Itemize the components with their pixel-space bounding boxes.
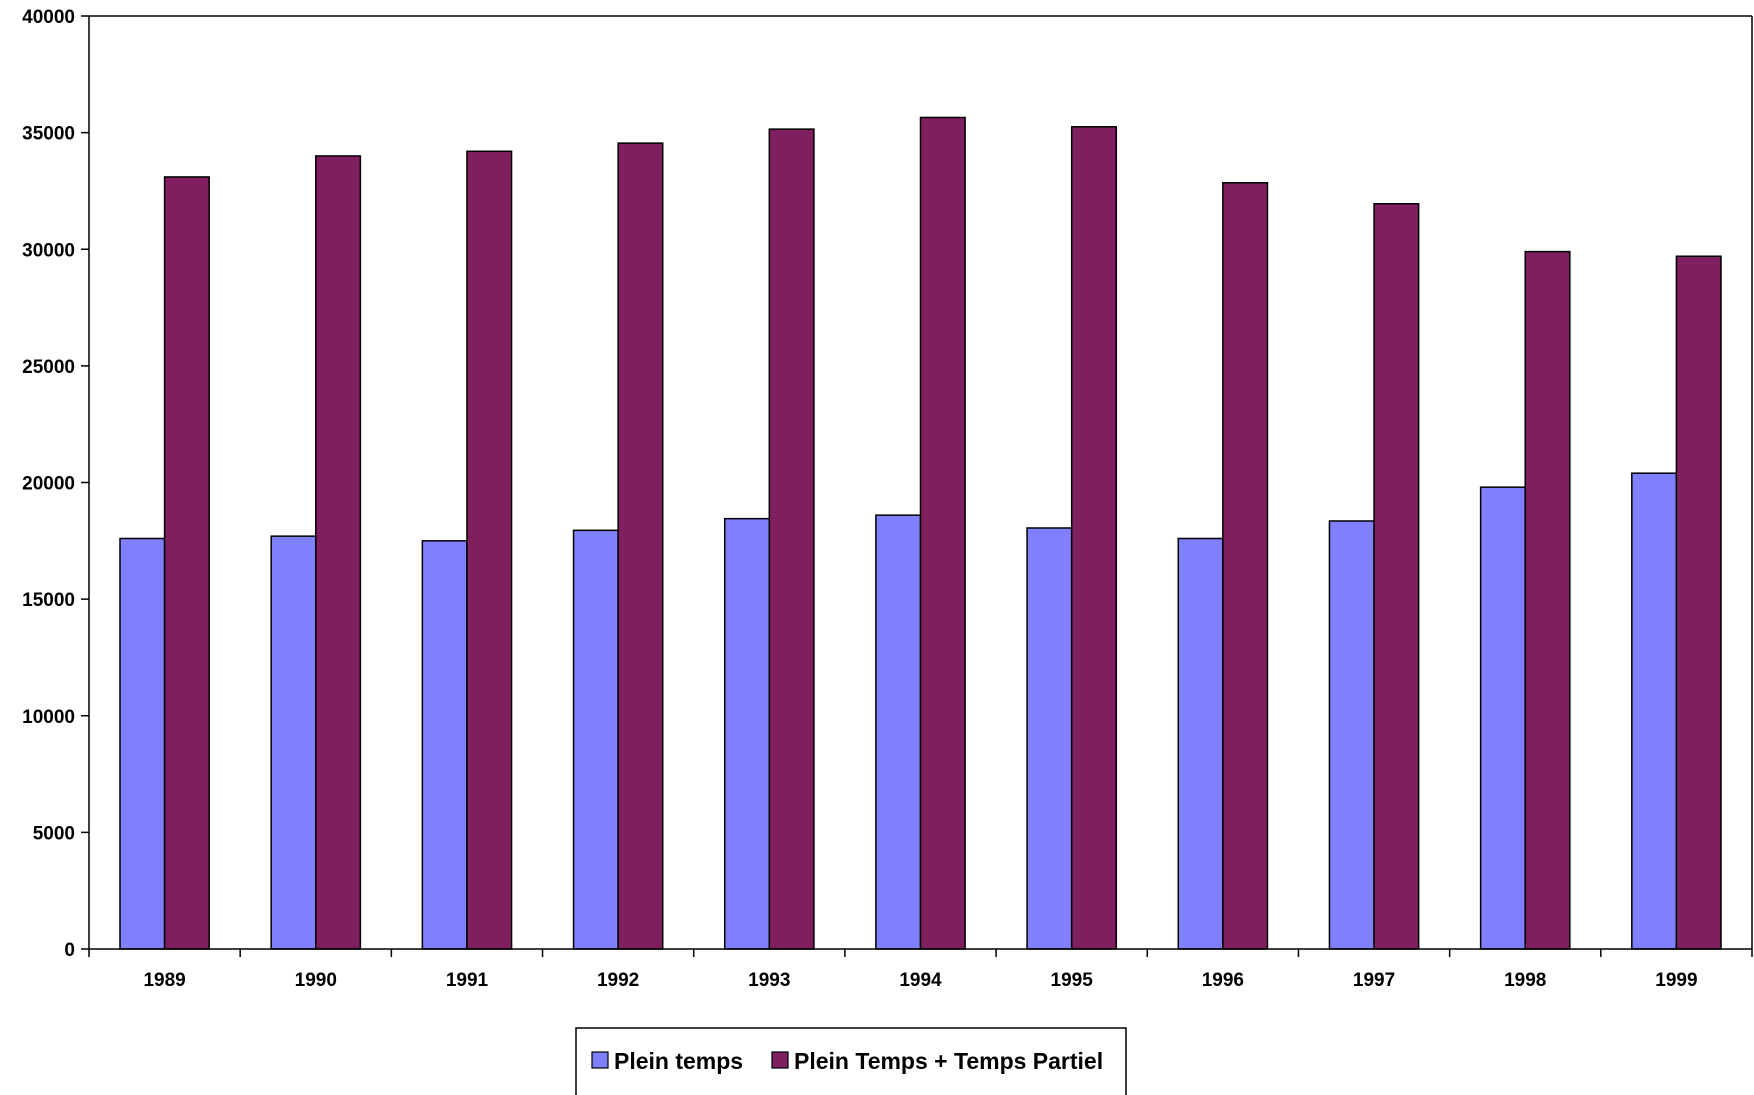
- legend-label-plein-temps: Plein temps: [614, 1048, 743, 1074]
- bar-plein-temps-1994: [875, 514, 922, 950]
- bar-plein-temps-partiel-1998: [1524, 250, 1571, 950]
- bar-plein-temps-partiel-1990: [315, 155, 362, 950]
- bar-plein-temps-1997: [1328, 520, 1375, 950]
- bar-plein-temps-1989: [119, 537, 166, 950]
- bar-plein-temps-partiel-1996: [1222, 182, 1269, 950]
- bar-plein-temps-1998: [1479, 486, 1526, 950]
- x-tick-label: 1994: [899, 970, 942, 991]
- x-tick-label: 1995: [1051, 970, 1094, 991]
- bar-plein-temps-partiel-1997: [1373, 203, 1420, 950]
- y-tick-label: 40000: [22, 7, 75, 28]
- bar-plein-temps-partiel-1994: [919, 116, 966, 950]
- x-tick-label: 1999: [1655, 970, 1697, 991]
- y-tick-label: 30000: [22, 240, 75, 261]
- legend-swatch-plein-temps-partiel: [771, 1051, 789, 1069]
- bar-plein-temps-partiel-1991: [466, 150, 513, 950]
- bar-plein-temps-1993: [723, 517, 771, 950]
- x-tick-label: 1991: [446, 970, 489, 991]
- y-axis: 0 5000 10000 15000 20000 25000 30000 35000 40000: [22, 7, 90, 961]
- bar-plein-temps-1995: [1026, 527, 1073, 950]
- legend-swatch-plein-temps: [591, 1051, 609, 1069]
- y-tick-label: 20000: [22, 474, 75, 495]
- y-tick-label: 10000: [22, 707, 75, 728]
- y-tick-label: 25000: [22, 357, 75, 378]
- bar-plein-temps-1990: [270, 535, 317, 950]
- legend-box: [575, 1027, 1127, 1095]
- y-tick-label: 0: [64, 940, 75, 961]
- bar-plein-temps-1991: [421, 540, 468, 950]
- legend-label-plein-temps-partiel: Plein Temps + Temps Partiel: [794, 1048, 1103, 1074]
- bar-plein-temps-partiel-1989: [163, 176, 210, 950]
- bar-plein-temps-partiel-1992: [617, 142, 664, 950]
- bar-plein-temps-partiel-1993: [768, 128, 815, 950]
- bar-plein-temps-1992: [572, 529, 619, 950]
- x-tick-label: 1998: [1504, 970, 1546, 991]
- bar-plein-temps-partiel-1999: [1675, 255, 1722, 950]
- y-tick-label: 15000: [22, 590, 75, 611]
- bar-plein-temps-1999: [1631, 472, 1678, 950]
- plot-area: [89, 15, 1753, 950]
- x-tick-label: 1996: [1202, 970, 1244, 991]
- x-tick-label: 1990: [295, 970, 337, 991]
- x-tick-label: 1992: [597, 970, 639, 991]
- x-tick-label: 1993: [748, 970, 790, 991]
- y-tick-label: 5000: [33, 823, 75, 844]
- bar-plein-temps-partiel-1995: [1070, 126, 1118, 950]
- x-tick-label: 1997: [1353, 970, 1395, 991]
- legend: Plein temps Plein Temps + Temps Partiel: [575, 1027, 1127, 1095]
- x-tick-label: 1989: [143, 970, 185, 991]
- y-tick-label: 35000: [22, 124, 75, 145]
- x-axis: 1989 1990 1991 1992 1993 1994 1995 1996 1997 1998…: [88, 948, 1753, 991]
- bar-plein-temps-1996: [1177, 537, 1224, 950]
